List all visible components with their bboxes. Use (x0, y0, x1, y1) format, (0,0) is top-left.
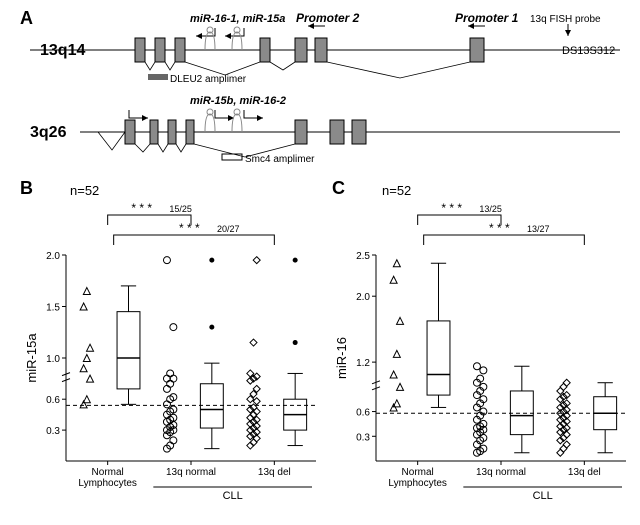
svg-text:0.6: 0.6 (46, 395, 60, 406)
mirna-hairpins-2 (205, 109, 242, 132)
svg-text:miR-15a: miR-15a (24, 333, 39, 383)
svg-text:CLL: CLL (223, 490, 243, 502)
svg-text:13/27: 13/27 (527, 224, 550, 234)
svg-text:13q del: 13q del (258, 467, 291, 478)
chart-mir15a: 0.3 0.6 1.0 1.5 2.0 miR-15a NormalLymphocytes 1… (22, 195, 322, 517)
promoter1-label: Promoter 1 (455, 11, 519, 25)
chart-mir16: 0.3 0.6 1.2 2.0 2.5 miR-16 NormalLymphocytes 13… (332, 195, 632, 517)
svg-text:15/25: 15/25 (169, 204, 192, 214)
dleu2-amplimer-box (148, 74, 168, 80)
fish-label: 13q FISH probe (530, 14, 601, 25)
svg-text:* * *: * * * (131, 201, 152, 215)
svg-text:0.6: 0.6 (356, 408, 370, 419)
svg-text:Normal: Normal (402, 467, 434, 478)
svg-text:1.2: 1.2 (356, 358, 370, 369)
mirna-label-1: miR-16-1, miR-15a (190, 13, 285, 25)
mirna-label-2: miR-15b, miR-16-2 (190, 95, 286, 107)
svg-text:1.0: 1.0 (46, 354, 60, 365)
svg-text:13q normal: 13q normal (166, 467, 216, 478)
gene-diagram-13q14: miR-16-1, miR-15a Promoter 2 Promoter 1 … (30, 10, 620, 90)
svg-text:CLL: CLL (533, 490, 553, 502)
svg-text:* * *: * * * (179, 221, 200, 235)
svg-text:Lymphocytes: Lymphocytes (78, 478, 137, 489)
gene-diagram-3q26: miR-15b, miR-16-2 3q26 Smc4 amplimer (30, 92, 620, 172)
svg-text:miR-16: miR-16 (334, 337, 349, 379)
dleu2-amplimer: DLEU2 amplimer (170, 74, 247, 85)
smc4-amplimer-box (222, 154, 242, 160)
locus-13q14: 13q14 (40, 42, 85, 59)
svg-text:2.5: 2.5 (356, 251, 370, 262)
svg-text:Lymphocytes: Lymphocytes (388, 478, 447, 489)
svg-text:13/25: 13/25 (479, 204, 502, 214)
svg-text:Normal: Normal (92, 467, 124, 478)
promoter2-label: Promoter 2 (296, 11, 360, 25)
svg-text:20/27: 20/27 (217, 224, 240, 234)
svg-text:0.3: 0.3 (46, 426, 60, 437)
svg-text:* * *: * * * (441, 201, 462, 215)
mirna-hairpins-1 (205, 27, 242, 50)
svg-text:2.0: 2.0 (46, 251, 60, 262)
smc4-amplimer: Smc4 amplimer (245, 154, 315, 165)
svg-text:2.0: 2.0 (356, 292, 370, 303)
svg-text:13q del: 13q del (568, 467, 601, 478)
ds-marker: DS13S312 (562, 45, 615, 57)
svg-text:* * *: * * * (489, 221, 510, 235)
svg-text:1.5: 1.5 (46, 303, 60, 314)
svg-text:13q normal: 13q normal (476, 467, 526, 478)
locus-3q26: 3q26 (30, 124, 67, 141)
svg-text:0.3: 0.3 (356, 432, 370, 443)
